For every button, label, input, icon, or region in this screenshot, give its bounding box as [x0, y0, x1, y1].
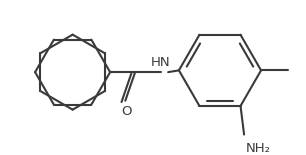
Text: NH₂: NH₂: [246, 142, 271, 155]
Text: O: O: [121, 105, 132, 118]
Text: HN: HN: [151, 56, 171, 69]
